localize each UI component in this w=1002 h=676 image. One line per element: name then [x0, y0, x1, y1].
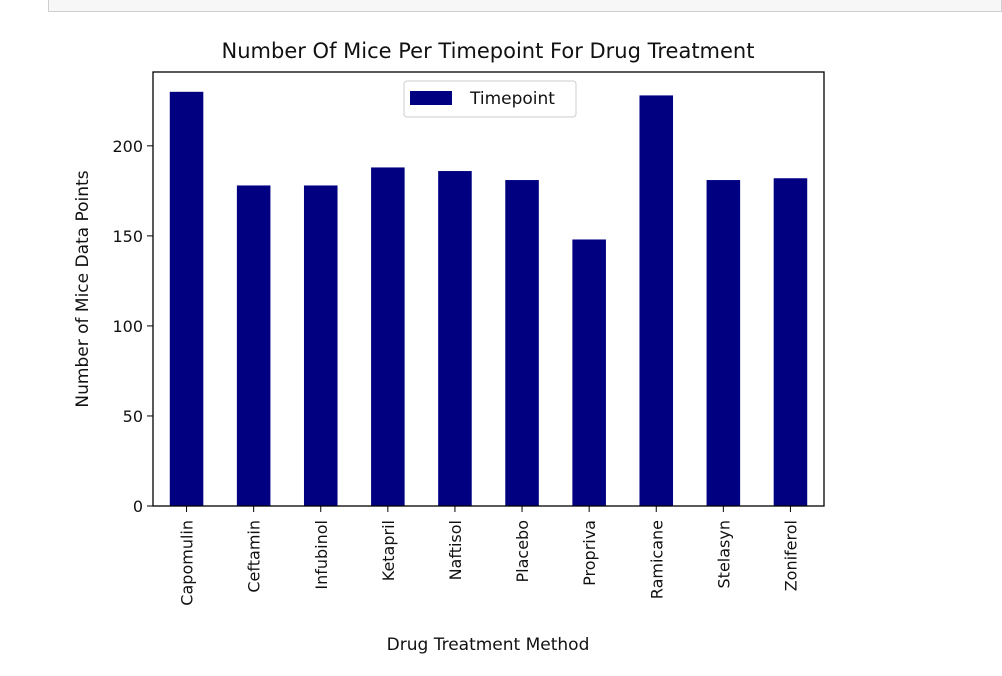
bar-placebo [505, 180, 539, 506]
x-axis: Capomulin Ceftamin Infubinol Ketapril Naftis… [178, 506, 800, 606]
bar-stelasyn [706, 180, 741, 506]
x-tick-label: Ceftamin [245, 520, 264, 593]
x-tick-label: Infubinol [312, 520, 331, 590]
legend: Timepoint [403, 80, 577, 118]
bar-zoniferol [773, 178, 808, 506]
x-tick-label: Capomulin [178, 520, 197, 606]
x-tick-label: Naftisol [446, 520, 465, 580]
y-axis-label: Number of Mice Data Points [73, 170, 93, 407]
bar-ramicane [639, 95, 674, 506]
bar-ketapril [371, 167, 405, 507]
x-tick-label: Propriva [580, 520, 599, 586]
bar-propriva [572, 239, 606, 506]
y-tick-label: 200 [112, 137, 143, 156]
y-tick-label: 150 [112, 227, 143, 246]
legend-box [403, 80, 577, 118]
bar-capomulin [169, 91, 204, 506]
bar-naftisol [438, 171, 472, 506]
x-tick-label: Zoniferol [781, 520, 800, 591]
bars-group [169, 91, 808, 507]
y-tick-label: 100 [112, 317, 143, 336]
legend-label: Timepoint [469, 89, 555, 109]
y-tick-label: 0 [133, 497, 143, 516]
x-axis-label: Drug Treatment Method [387, 635, 590, 655]
x-tick-label: Placebo [513, 520, 532, 582]
chart-title: Number Of Mice Per Timepoint For Drug Tr… [222, 39, 755, 63]
bar-infubinol [303, 185, 338, 507]
x-tick-label: Ramicane [647, 520, 666, 599]
legend-swatch [410, 91, 452, 105]
bar-ceftamin [236, 185, 271, 507]
x-tick-label: Stelasyn [714, 520, 733, 588]
plot-frame [152, 71, 825, 507]
y-axis: 0 50 100 150 200 [112, 137, 153, 516]
x-tick-label: Ketapril [379, 520, 398, 581]
y-tick-label: 50 [123, 407, 143, 426]
